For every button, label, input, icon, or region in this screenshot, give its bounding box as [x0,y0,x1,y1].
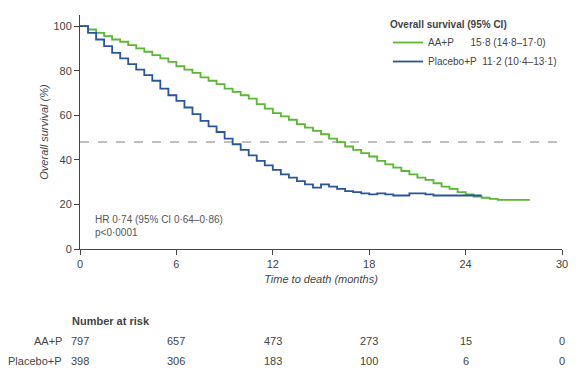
svg-text:HR 0·74 (95% CI 0·64–0·86): HR 0·74 (95% CI 0·64–0·86) [95,214,223,225]
svg-text:AA+P: AA+P [34,335,62,347]
svg-text:100: 100 [360,355,378,367]
svg-text:12: 12 [267,258,279,270]
svg-text:Overall survival (%): Overall survival (%) [38,84,50,180]
svg-text:Time to death (months): Time to death (months) [264,273,378,285]
svg-text:AA+P 15·8 (14·8–17·0): AA+P 15·8 (14·8–17·0) [428,37,546,48]
svg-text:20: 20 [60,198,72,210]
svg-text:15: 15 [460,335,472,347]
svg-text:18: 18 [363,258,375,270]
svg-text:273: 273 [360,335,378,347]
svg-text:30: 30 [556,258,568,270]
svg-text:p<0·0001: p<0·0001 [95,227,138,238]
svg-text:0: 0 [559,335,565,347]
svg-text:80: 80 [60,65,72,77]
svg-text:40: 40 [60,154,72,166]
svg-text:0: 0 [77,258,83,270]
svg-text:657: 657 [167,335,185,347]
svg-text:Overall survival (95% CI): Overall survival (95% CI) [390,19,507,30]
svg-text:Placebo+P 11·2 (10·4–13·1): Placebo+P 11·2 (10·4–13·1) [428,56,557,67]
svg-text:100: 100 [53,20,71,32]
svg-text:6: 6 [463,355,469,367]
svg-text:0: 0 [66,243,72,255]
svg-text:183: 183 [264,355,282,367]
svg-text:24: 24 [459,258,471,270]
svg-text:6: 6 [173,258,179,270]
svg-text:Placebo+P: Placebo+P [8,355,62,367]
svg-text:797: 797 [71,335,89,347]
svg-text:60: 60 [60,109,72,121]
svg-text:0: 0 [559,355,565,367]
svg-text:473: 473 [264,335,282,347]
svg-text:306: 306 [167,355,185,367]
svg-text:Number at risk: Number at risk [72,315,150,327]
svg-text:398: 398 [71,355,89,367]
